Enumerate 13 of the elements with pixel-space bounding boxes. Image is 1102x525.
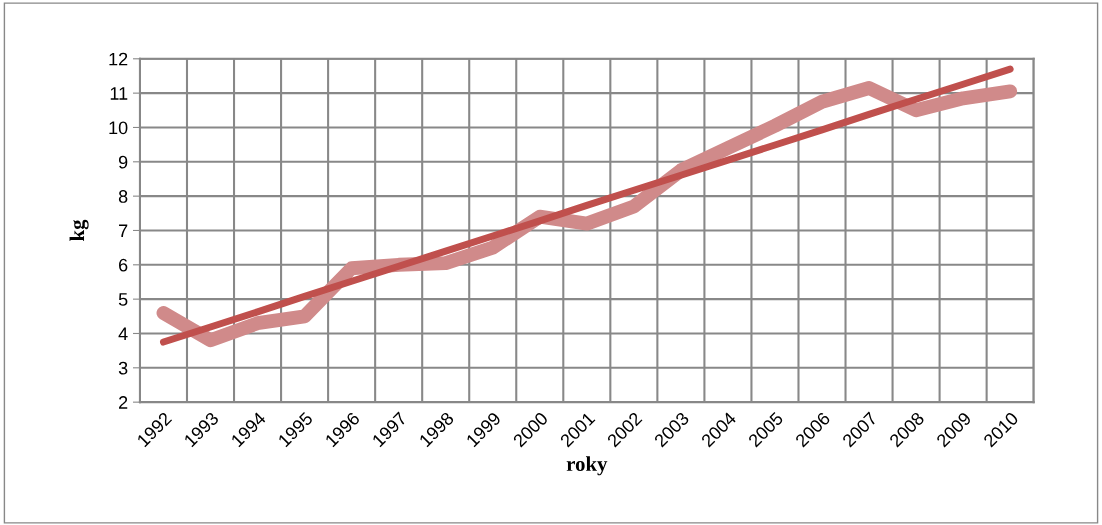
x-axis-title: roky (566, 456, 608, 476)
y-tick-label: 12 (109, 52, 128, 66)
y-tick-label: 9 (118, 155, 128, 169)
y-tick-label: 6 (119, 258, 128, 272)
y-tick-label: 2 (119, 396, 128, 409)
y-tick-label: 5 (118, 293, 128, 306)
y-tick-label: 8 (118, 190, 128, 203)
y-tick-label: 7 (119, 224, 128, 238)
y-tick-label: 4 (118, 327, 128, 341)
y-tick-label: 3 (118, 361, 128, 375)
y-tick-label: 11 (110, 87, 128, 100)
y-axis-title: kg (69, 219, 89, 241)
y-tick-label: 10 (109, 121, 128, 135)
